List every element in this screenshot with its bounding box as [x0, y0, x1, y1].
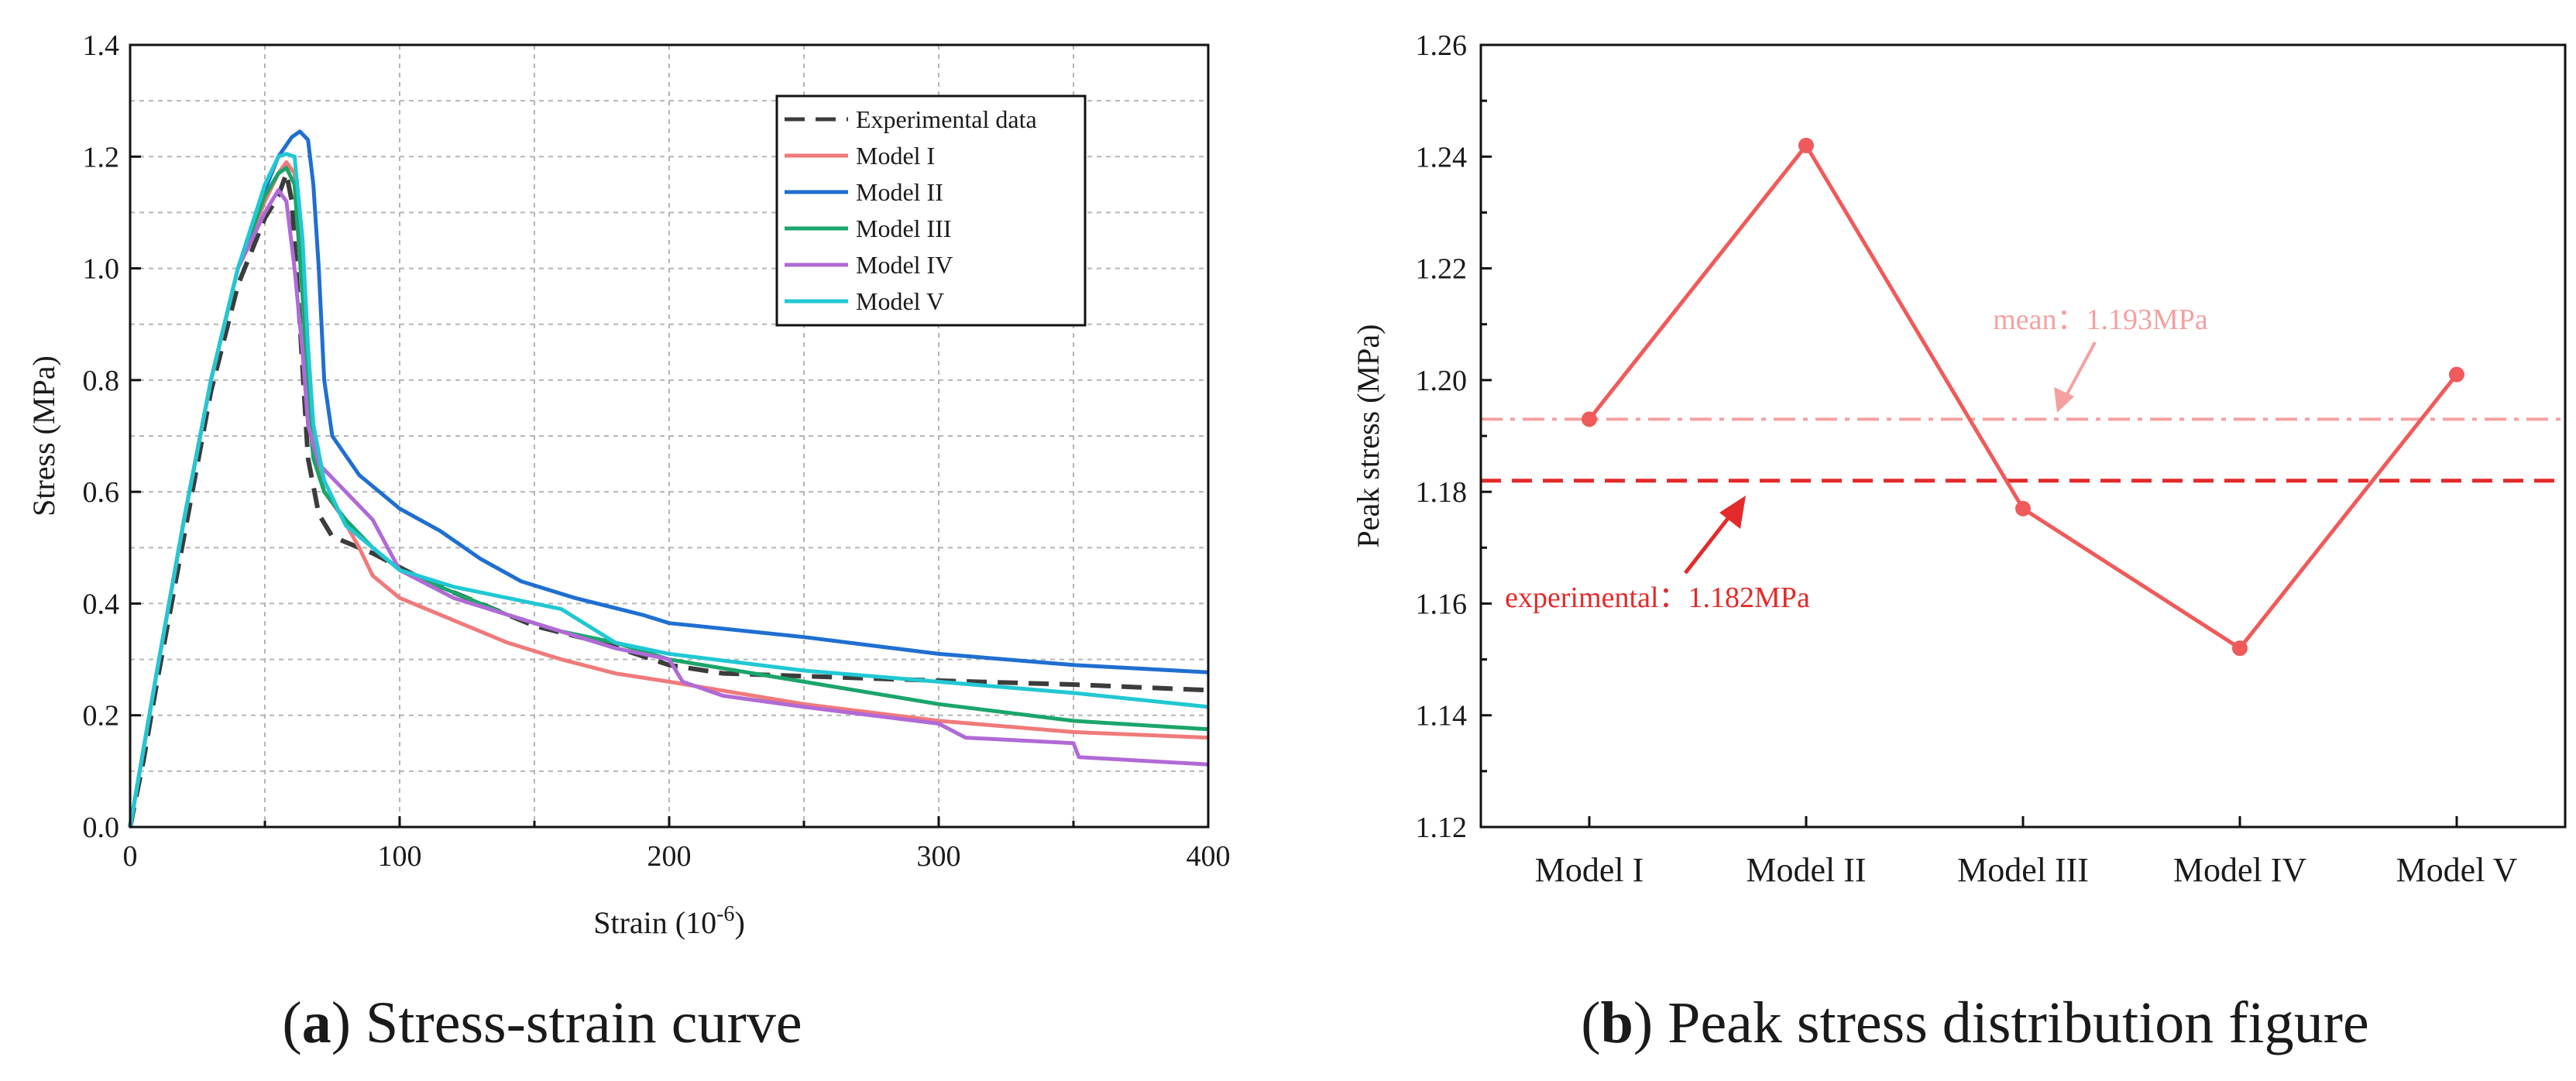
panel-a-stress-strain: 0 100 200 300 400 0.0 0.2 0.4 0.6 0.8 1.0 1.2 1.4 Str…	[26, 29, 1231, 940]
legend-box	[775, 94, 1087, 327]
x-tick-label: 300	[917, 840, 961, 873]
caption-b-text: Peak stress distribution figure	[1668, 990, 2369, 1055]
y-tick-label: 0.2	[83, 700, 120, 733]
y-tick-label: 1.26	[1416, 29, 1468, 62]
series-line-model-iv	[128, 188, 1209, 828]
y-tick-label: 0.0	[83, 812, 120, 844]
legend-label: Model III	[856, 214, 952, 242]
x-axis-title-main: Strain (10	[593, 905, 716, 940]
caption-a-text: Stress-strain curve	[366, 990, 802, 1055]
y-tick-label: 1.14	[1416, 700, 1468, 733]
category-label: Model V	[2396, 851, 2518, 889]
legend-label: Model I	[856, 142, 935, 170]
y-tick-label: 1.20	[1416, 365, 1468, 397]
caption-a-letter: a	[302, 990, 331, 1055]
legend-label: Model IV	[856, 251, 953, 279]
x-axis-title-suffix: )	[734, 905, 744, 940]
y-tick-label: 1.24	[1416, 141, 1468, 173]
y-tick-label: 1.4	[83, 29, 120, 62]
y-tick-label: 1.18	[1416, 476, 1468, 509]
y-tick-label: 0.4	[83, 588, 120, 620]
x-tick-label: 0	[123, 840, 138, 873]
annotation-mean-arrow-shaft	[2061, 341, 2097, 403]
y-tick-label: 1.22	[1416, 253, 1468, 286]
series-line-experimental-data	[128, 170, 1209, 828]
legend-label: Experimental data	[856, 105, 1037, 133]
annotation-mean-arrowhead	[2054, 387, 2074, 413]
y-tick-label: 0.8	[83, 365, 120, 397]
category-label: Model III	[1957, 851, 2089, 889]
caption-a: (a) Stress-strain curve	[282, 990, 802, 1055]
category-label: Model II	[1746, 851, 1866, 889]
data-point-4	[2232, 640, 2248, 657]
y-axis-title: Stress (MPa)	[26, 355, 61, 516]
y-tick-label: 1.0	[83, 253, 120, 286]
series-line-model-v	[128, 152, 1209, 828]
category-label: Model I	[1535, 851, 1644, 889]
y-tick-label: 1.16	[1416, 588, 1468, 620]
data-point-5	[2449, 366, 2464, 383]
y-tick-label: 0.6	[83, 476, 120, 509]
legend-label: Model II	[856, 178, 943, 206]
category-label: Model IV	[2173, 851, 2307, 889]
caption-b: (b) Peak stress distribution figure	[1581, 990, 2368, 1055]
annotation-experimental-arrowhead	[1719, 496, 1746, 529]
peak-stress-line	[1588, 143, 2458, 650]
caption-b-letter: b	[1601, 990, 1633, 1055]
x-tick-label: 200	[647, 840, 692, 873]
y-tick-label: 1.2	[83, 141, 120, 173]
x-tick-label: 100	[378, 840, 422, 873]
panel-b-peak-stress: 1.12 1.14 1.16 1.18 1.20 1.22 1.24 1.26 Model I M…	[1351, 29, 2567, 889]
plot-frame	[1479, 43, 2567, 829]
annotation-experimental: experimental：1.182MPa	[1505, 582, 1810, 614]
data-point-1	[1582, 411, 1597, 427]
x-axis-title: Strain (10-6)	[593, 902, 745, 940]
y-tick-label: 1.12	[1416, 812, 1468, 844]
legend-label: Model V	[856, 287, 944, 315]
data-point-3	[2015, 500, 2031, 516]
annotation-experimental-arrow-shaft	[1684, 508, 1736, 575]
data-point-2	[1798, 137, 1814, 153]
y-axis-title: Peak stress (MPa)	[1351, 324, 1386, 548]
x-tick-label: 400	[1187, 840, 1231, 873]
x-axis-title-superscript: -6	[716, 902, 734, 926]
annotation-mean: mean：1.193MPa	[1993, 304, 2208, 336]
